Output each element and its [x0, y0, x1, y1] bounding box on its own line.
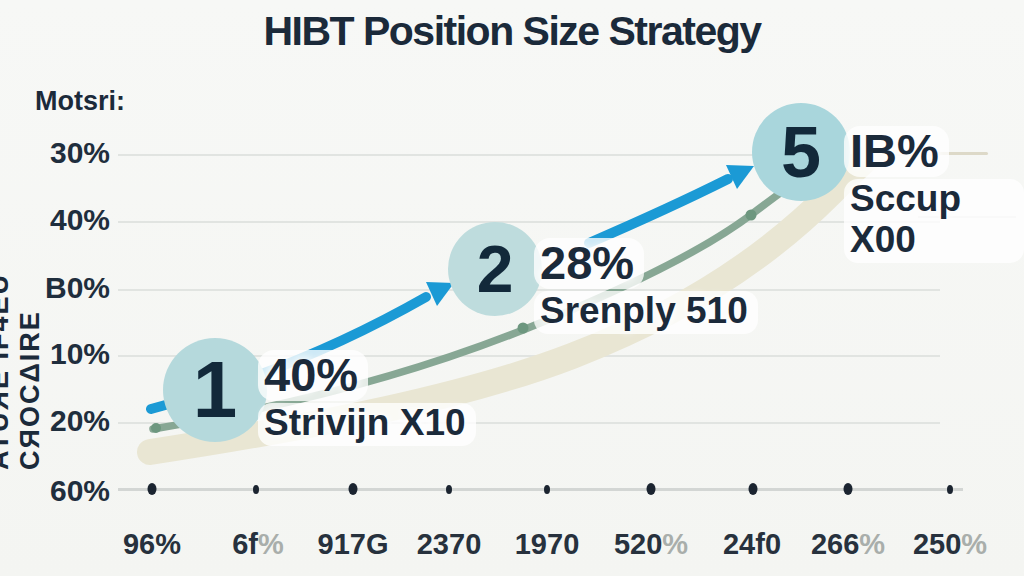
step-number: 5 [781, 111, 821, 193]
step-number: 1 [193, 344, 238, 436]
annotation-label: Srenply 510 [534, 291, 758, 334]
step-circle-2: 2 [448, 222, 542, 316]
blue-arrow-2 [589, 179, 728, 243]
green-line-marker [151, 423, 161, 433]
x-tick-label: 520% [614, 528, 688, 561]
x-tick-label: 266% [811, 528, 885, 561]
chart-canvas: HIBT Position Size Strategy ATUЯE IF4EU … [0, 0, 1024, 576]
x-tick-label: 250% [913, 528, 987, 561]
step-circle-5: 5 [752, 103, 850, 201]
annotation-step-5: IB% Sccup X00 [844, 126, 1024, 263]
annotation-label: Sccup X00 [844, 179, 1024, 262]
annotation-step-1: 40% Strivijn X10 [258, 350, 476, 446]
x-tick-label: 6f% [232, 528, 284, 561]
annotation-step-2: 28% Srenply 510 [534, 238, 758, 334]
step-circle-1: 1 [163, 338, 267, 442]
x-tick-label: 917G [318, 528, 389, 561]
annotation-value: 28% [534, 238, 644, 289]
x-tick-label: 1970 [515, 528, 580, 561]
x-tick-label: 96% [123, 528, 181, 561]
annotation-value: 40% [258, 350, 368, 401]
green-line-marker [746, 210, 757, 221]
green-line-marker [518, 323, 529, 334]
blue-arrow-1-head [426, 282, 454, 306]
annotation-label: Strivijn X10 [258, 403, 476, 446]
annotation-value: IB% [844, 126, 949, 177]
x-tick-label: 2370 [417, 528, 482, 561]
x-tick-label: 24f0 [723, 528, 781, 561]
step-number: 2 [477, 231, 514, 307]
